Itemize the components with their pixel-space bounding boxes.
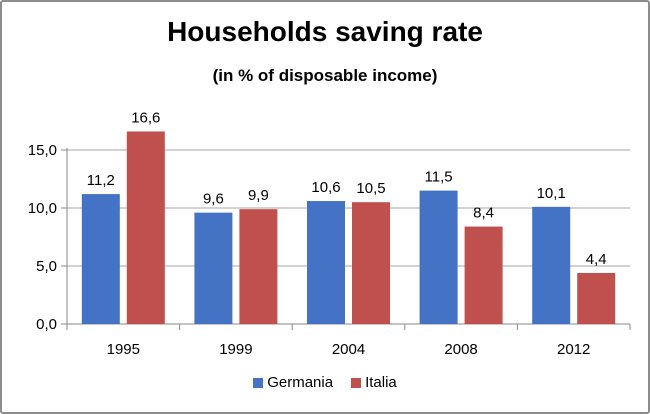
bar-germania-1999 bbox=[194, 212, 233, 324]
bar-italia-2004 bbox=[352, 202, 390, 324]
y-tick-label: 10,0 bbox=[28, 200, 57, 217]
bar-germania-2004 bbox=[307, 201, 345, 324]
y-tick-label: 5,0 bbox=[36, 258, 57, 275]
legend: Germania Italia bbox=[0, 374, 650, 391]
bar-germania-2012 bbox=[532, 206, 571, 324]
data-label-italia-1999: 9,9 bbox=[248, 187, 269, 204]
data-label-italia-2012: 4,4 bbox=[586, 251, 607, 268]
bar-italia-2008 bbox=[464, 226, 503, 324]
legend-label-italia: Italia bbox=[365, 374, 397, 391]
data-label-italia-2008: 8,4 bbox=[473, 205, 494, 222]
x-tick-label: 1999 bbox=[219, 341, 252, 358]
data-label-italia-2004: 10,5 bbox=[356, 180, 385, 197]
data-label-germania-1999: 9,6 bbox=[203, 191, 224, 208]
legend-label-germania: Germania bbox=[267, 374, 334, 391]
x-tick-label: 2012 bbox=[557, 341, 590, 358]
legend-item-italia: Italia bbox=[351, 374, 397, 391]
bar-germania-2008 bbox=[419, 190, 458, 324]
bar-germania-1995 bbox=[81, 194, 120, 324]
legend-swatch-germania bbox=[253, 377, 264, 388]
bar-italia-2012 bbox=[577, 272, 616, 324]
x-tick-label: 1995 bbox=[107, 341, 140, 358]
data-label-germania-2004: 10,6 bbox=[311, 179, 340, 196]
x-tick-label: 2004 bbox=[332, 341, 365, 358]
data-label-germania-1995: 11,2 bbox=[87, 172, 115, 189]
data-label-germania-2012: 10,1 bbox=[537, 185, 566, 202]
legend-swatch-italia bbox=[351, 377, 362, 388]
y-tick-label: 15,0 bbox=[28, 142, 57, 159]
data-label-italia-1995: 16,6 bbox=[131, 109, 160, 126]
chart-title: Households saving rate bbox=[167, 16, 483, 47]
legend-item-germania: Germania bbox=[253, 374, 333, 391]
x-tick-label: 2008 bbox=[444, 341, 477, 358]
data-label-germania-2008: 11,5 bbox=[425, 169, 453, 186]
chart-subtitle: (in % of disposable income) bbox=[212, 66, 438, 85]
bar-italia-1999 bbox=[239, 209, 278, 324]
bar-italia-1995 bbox=[126, 131, 165, 324]
y-tick-label: 0,0 bbox=[36, 316, 57, 333]
